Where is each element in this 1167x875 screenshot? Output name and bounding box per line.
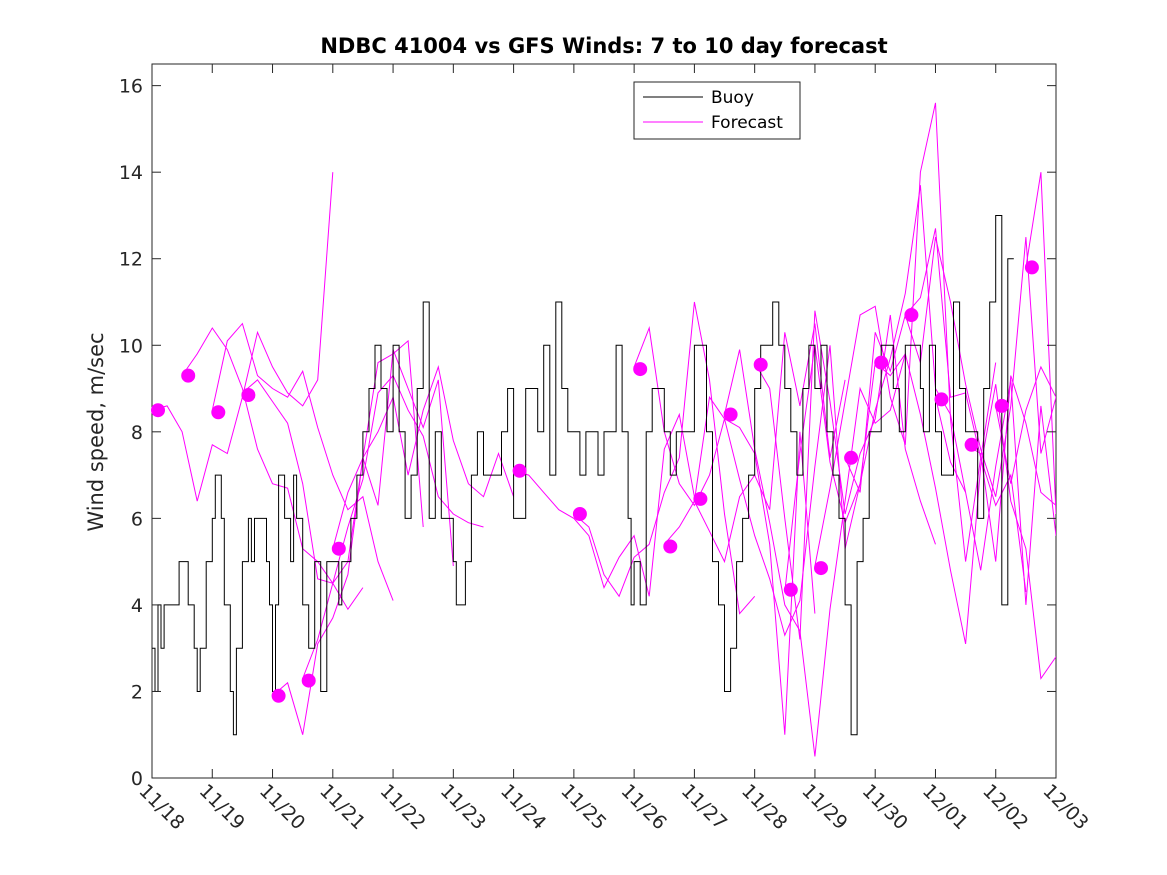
forecast-line-23	[1025, 172, 1056, 515]
forecast-marker	[693, 491, 708, 506]
forecast-marker	[934, 392, 949, 407]
forecast-marker	[814, 561, 828, 576]
y-tick-label: 12	[119, 249, 143, 271]
forecast-marker	[964, 437, 979, 452]
forecast-marker	[874, 355, 889, 370]
y-tick-label: 14	[119, 162, 143, 184]
x-tick-label: 11/30	[858, 780, 912, 834]
x-tick-label: 12/01	[918, 780, 972, 834]
legend: Buoy Forecast	[633, 81, 801, 140]
y-tick-label: 8	[131, 422, 143, 444]
forecast-marker	[301, 673, 316, 688]
forecast-marker	[572, 507, 587, 521]
x-tick-label: 11/24	[496, 780, 550, 834]
legend-forecast-label: Forecast	[711, 113, 783, 133]
y-axis: 0 2 4 6 8 10 12 14 16	[119, 76, 1056, 790]
forecast-marker	[241, 388, 256, 402]
forecast-marker	[512, 463, 527, 478]
forecast-marker	[1024, 260, 1039, 275]
chart-title: NDBC 41004 vs GFS Winds: 7 to 10 day for…	[320, 34, 887, 58]
y-tick-label: 4	[131, 595, 143, 617]
forecast-marker	[663, 539, 678, 554]
forecast-marker	[181, 368, 196, 383]
x-tick-label: 12/03	[1038, 780, 1092, 834]
y-tick-label: 2	[131, 681, 143, 703]
y-tick-label: 10	[119, 335, 143, 357]
forecast-marker	[211, 405, 226, 420]
forecast-line-3	[211, 322, 394, 601]
forecast-line-2	[181, 327, 364, 611]
forecast-line-1	[152, 172, 334, 502]
forecast-marker	[844, 450, 859, 465]
forecast-line-8	[513, 412, 695, 597]
forecast-line-19	[904, 236, 1056, 497]
x-tick-label: 11/22	[376, 780, 430, 834]
axes-box	[151, 63, 1057, 779]
forecast-marker	[331, 541, 346, 556]
forecast-marker	[271, 688, 286, 703]
plot-area	[151, 63, 1057, 779]
x-tick-label: 11/25	[556, 780, 610, 834]
x-tick-label: 12/02	[978, 780, 1032, 834]
x-tick-label: 11/23	[436, 780, 490, 834]
y-tick-label: 16	[119, 76, 143, 98]
y-tick-label: 0	[131, 768, 143, 790]
buoy-line	[152, 215, 1014, 736]
forecast-line-16	[814, 102, 997, 567]
legend-buoy-label: Buoy	[711, 88, 754, 108]
forecast-line-20	[935, 379, 1056, 605]
legend-box	[633, 81, 801, 140]
x-tick-label: 11/20	[255, 780, 309, 834]
forecast-line-21	[965, 375, 1056, 562]
forecast-line-13	[724, 349, 906, 757]
y-axis-label: Wind speed, m/sec	[84, 332, 108, 531]
x-axis: 11/18 11/19 11/20 11/21 11/22 11/23 11/24 11/25…	[134, 64, 1093, 834]
forecast-line-22	[995, 365, 1056, 484]
forecast-line-9	[573, 301, 756, 615]
x-tick-label: 11/21	[315, 780, 369, 834]
y-tick-label: 6	[131, 508, 143, 530]
x-tick-label: 11/28	[737, 780, 791, 834]
forecast-line-14	[754, 310, 936, 640]
forecast-line-5	[272, 349, 454, 735]
forecast-line-15	[784, 185, 967, 592]
forecast-marker	[904, 308, 919, 322]
forecast-marker	[151, 403, 165, 418]
forecast-marker	[783, 582, 798, 597]
forecast-marker	[994, 398, 1009, 413]
forecast-marker	[753, 357, 768, 372]
x-tick-label: 11/27	[677, 780, 731, 834]
x-tick-label: 11/19	[195, 780, 249, 834]
forecast-marker	[633, 362, 648, 377]
forecast-line-17	[844, 228, 1027, 592]
forecast-marker	[723, 407, 738, 422]
x-tick-label: 11/29	[797, 780, 851, 834]
x-tick-label: 11/26	[617, 780, 671, 834]
